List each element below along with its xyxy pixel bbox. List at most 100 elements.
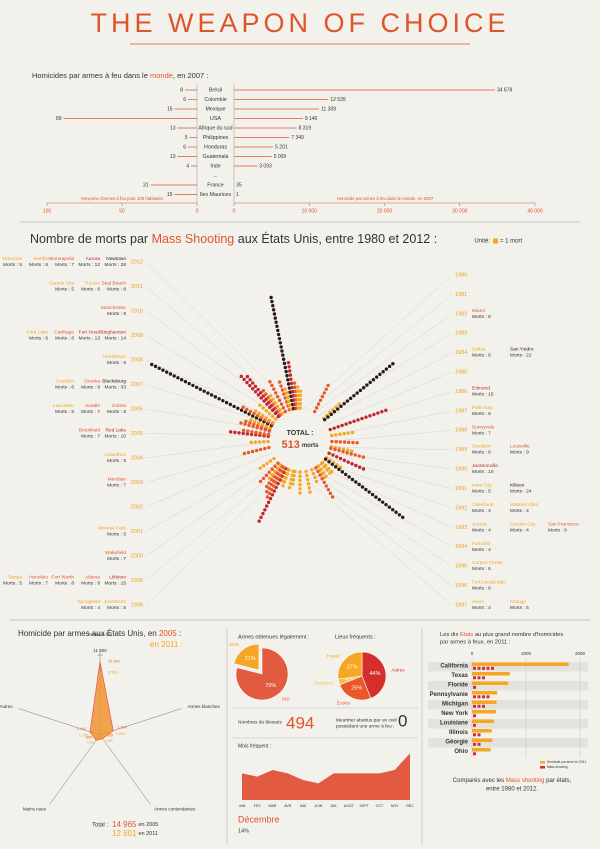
event-label: Seattle Morts :6 bbox=[29, 256, 48, 268]
event-ray bbox=[150, 362, 274, 428]
event-deaths: 9 bbox=[123, 311, 126, 317]
death-dot bbox=[224, 400, 229, 405]
event-ray bbox=[268, 379, 288, 414]
death-dot bbox=[270, 493, 275, 497]
right-value-label: 5 009 bbox=[274, 154, 287, 160]
death-dot bbox=[332, 426, 336, 430]
death-dot bbox=[353, 453, 357, 457]
title-part: Homicide par armes aux États Unis, en bbox=[18, 629, 159, 638]
stat-label: possédant une arme à feu : bbox=[336, 723, 394, 729]
event-label: Killeen Morts :24 bbox=[510, 483, 532, 495]
deaths-prefix: Morts : bbox=[29, 262, 44, 268]
death-dot bbox=[264, 392, 268, 396]
bar bbox=[472, 729, 492, 733]
death-dot bbox=[348, 396, 353, 401]
left-value-label: 89 bbox=[56, 116, 62, 122]
row-band bbox=[428, 738, 588, 748]
event-ray bbox=[241, 428, 271, 437]
state-label: Michigan bbox=[442, 702, 468, 708]
death-dot bbox=[338, 456, 343, 461]
death-dot bbox=[298, 389, 303, 393]
left-value-label: 15 bbox=[167, 192, 173, 198]
event-deaths: 15 bbox=[488, 392, 494, 398]
deaths-prefix: Morts : bbox=[472, 314, 487, 320]
leader-line bbox=[318, 333, 453, 417]
death-dot bbox=[307, 486, 311, 490]
dot bbox=[482, 666, 485, 670]
event-place: Stockton bbox=[472, 444, 491, 450]
death-dot bbox=[269, 487, 274, 492]
death-dot bbox=[161, 368, 165, 372]
event-ray bbox=[287, 469, 295, 490]
death-dot bbox=[332, 409, 337, 414]
row-band bbox=[428, 681, 588, 691]
death-dot bbox=[387, 364, 392, 369]
death-dot bbox=[329, 412, 333, 417]
death-dot bbox=[272, 489, 276, 493]
leader-line bbox=[305, 469, 453, 567]
event-ray bbox=[323, 457, 405, 520]
death-dot bbox=[364, 487, 368, 492]
year-label: 1999 bbox=[131, 578, 143, 584]
event-deaths: 4 bbox=[488, 528, 491, 534]
death-dot bbox=[397, 513, 402, 517]
x-tick-label: 0 bbox=[196, 208, 199, 214]
chart-title: Nombre de morts par Mass Shooting aux Ét… bbox=[30, 231, 437, 246]
death-dot bbox=[376, 411, 380, 415]
year-label: 1997 bbox=[455, 602, 467, 608]
death-dot bbox=[276, 461, 280, 465]
event-place: Jacksonville bbox=[472, 463, 498, 469]
death-dot bbox=[253, 419, 257, 424]
event-label: Henderson Morts :6 bbox=[103, 354, 127, 366]
year-label: 2008 bbox=[131, 357, 143, 363]
total-value: 14 965 bbox=[112, 820, 137, 829]
dot bbox=[482, 704, 485, 708]
death-dot bbox=[298, 487, 302, 491]
radar-value-label: 496 bbox=[106, 739, 112, 743]
death-dot bbox=[253, 390, 258, 394]
death-dot bbox=[267, 445, 271, 450]
event-place: Newtown bbox=[106, 256, 126, 262]
death-dot bbox=[267, 486, 271, 490]
death-dot bbox=[261, 464, 266, 468]
dot bbox=[477, 742, 481, 746]
total: 513 morts bbox=[281, 439, 319, 451]
death-dot bbox=[357, 454, 361, 458]
unit-text: = 1 mort bbox=[500, 239, 523, 245]
year-label: 1982 bbox=[455, 311, 467, 317]
x-tick-label: 10 000 bbox=[302, 208, 318, 214]
mass-shooting-dots bbox=[473, 742, 481, 746]
event-deaths: 24 bbox=[526, 489, 532, 495]
bar bbox=[472, 681, 509, 685]
death-dot bbox=[271, 420, 275, 425]
event-ray bbox=[258, 403, 278, 421]
bar bbox=[472, 738, 493, 742]
death-dot bbox=[354, 463, 358, 468]
death-dot bbox=[348, 420, 352, 425]
event-place: Columbus bbox=[104, 452, 126, 458]
event-label: Omaha Morts :9 bbox=[81, 379, 100, 391]
death-dot bbox=[268, 394, 273, 398]
death-dot bbox=[248, 420, 252, 425]
year-label: 1984 bbox=[455, 350, 467, 356]
x-tick-label: 100 bbox=[43, 208, 52, 214]
event-deaths: 6 bbox=[71, 385, 74, 391]
year-label: 1989 bbox=[455, 447, 467, 453]
death-dot bbox=[360, 485, 365, 489]
left-value-label: 15 bbox=[167, 106, 173, 112]
death-dot bbox=[267, 481, 271, 485]
state-label: Géorgie bbox=[445, 740, 468, 746]
year-label: 1981 bbox=[455, 292, 467, 298]
death-dot bbox=[241, 405, 245, 409]
event-ray bbox=[314, 466, 335, 499]
death-dot bbox=[281, 484, 285, 488]
radar-axis-label: Mains nues bbox=[23, 807, 47, 812]
leader-line bbox=[311, 467, 453, 547]
x-tick-label: FÉV bbox=[254, 803, 262, 808]
year-label: 1995 bbox=[455, 564, 467, 570]
event-place: Red Lake bbox=[105, 428, 126, 434]
death-dot bbox=[261, 476, 266, 481]
country-label: USA bbox=[210, 116, 221, 122]
deaths-prefix: Morts : bbox=[510, 353, 525, 359]
death-dot bbox=[242, 451, 247, 456]
